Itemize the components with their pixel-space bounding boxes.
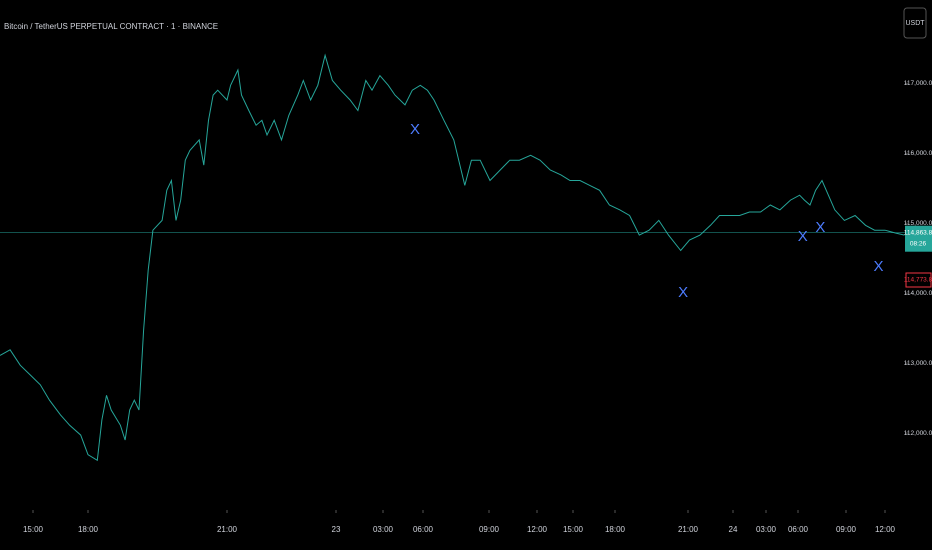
- x-tick-label: 21:00: [217, 525, 238, 534]
- last-price-label: 114,863.8: [904, 229, 932, 236]
- x-tick-label: 24: [729, 525, 738, 534]
- x-tick-label: 09:00: [479, 525, 500, 534]
- y-tick-label: 114,000.0: [904, 290, 932, 297]
- x-tick-label: 12:00: [875, 525, 896, 534]
- signal-marker: X: [798, 228, 808, 245]
- x-tick-label: 21:00: [678, 525, 699, 534]
- y-tick-label: 112,000.0: [904, 430, 932, 437]
- y-tick-label: 115,000.0: [904, 220, 932, 227]
- signal-marker: X: [678, 284, 688, 301]
- x-tick-label: 15:00: [23, 525, 44, 534]
- chart-title: Bitcoin / TetherUS PERPETUAL CONTRACT · …: [4, 22, 218, 31]
- y-tick-label: 113,000.0: [904, 360, 932, 367]
- x-tick-label: 03:00: [756, 525, 777, 534]
- currency-button[interactable]: [903, 7, 927, 39]
- x-tick-label: 12:00: [527, 525, 548, 534]
- y-tick-label: 116,000.0: [904, 150, 932, 157]
- price-line: [0, 53, 905, 462]
- y-tick-label: 117,000.0: [904, 80, 932, 87]
- other-price-label: 114,773.8: [904, 277, 932, 284]
- x-tick-label: 06:00: [413, 525, 434, 534]
- x-tick-label: 23: [332, 525, 341, 534]
- currency-button-label[interactable]: USDT: [905, 20, 925, 27]
- x-tick-label: 09:00: [836, 525, 857, 534]
- x-tick-label: 06:00: [788, 525, 809, 534]
- x-tick-label: 15:00: [563, 525, 584, 534]
- x-tick-label: 18:00: [78, 525, 99, 534]
- signal-marker: X: [873, 258, 883, 275]
- x-tick-label: 18:00: [605, 525, 626, 534]
- signal-marker: X: [815, 219, 825, 236]
- signal-marker: X: [410, 121, 420, 138]
- x-tick-label: 03:00: [373, 525, 394, 534]
- last-price-box: [905, 225, 932, 252]
- other-price-box: [905, 272, 932, 288]
- countdown-label: 08:26: [910, 240, 927, 247]
